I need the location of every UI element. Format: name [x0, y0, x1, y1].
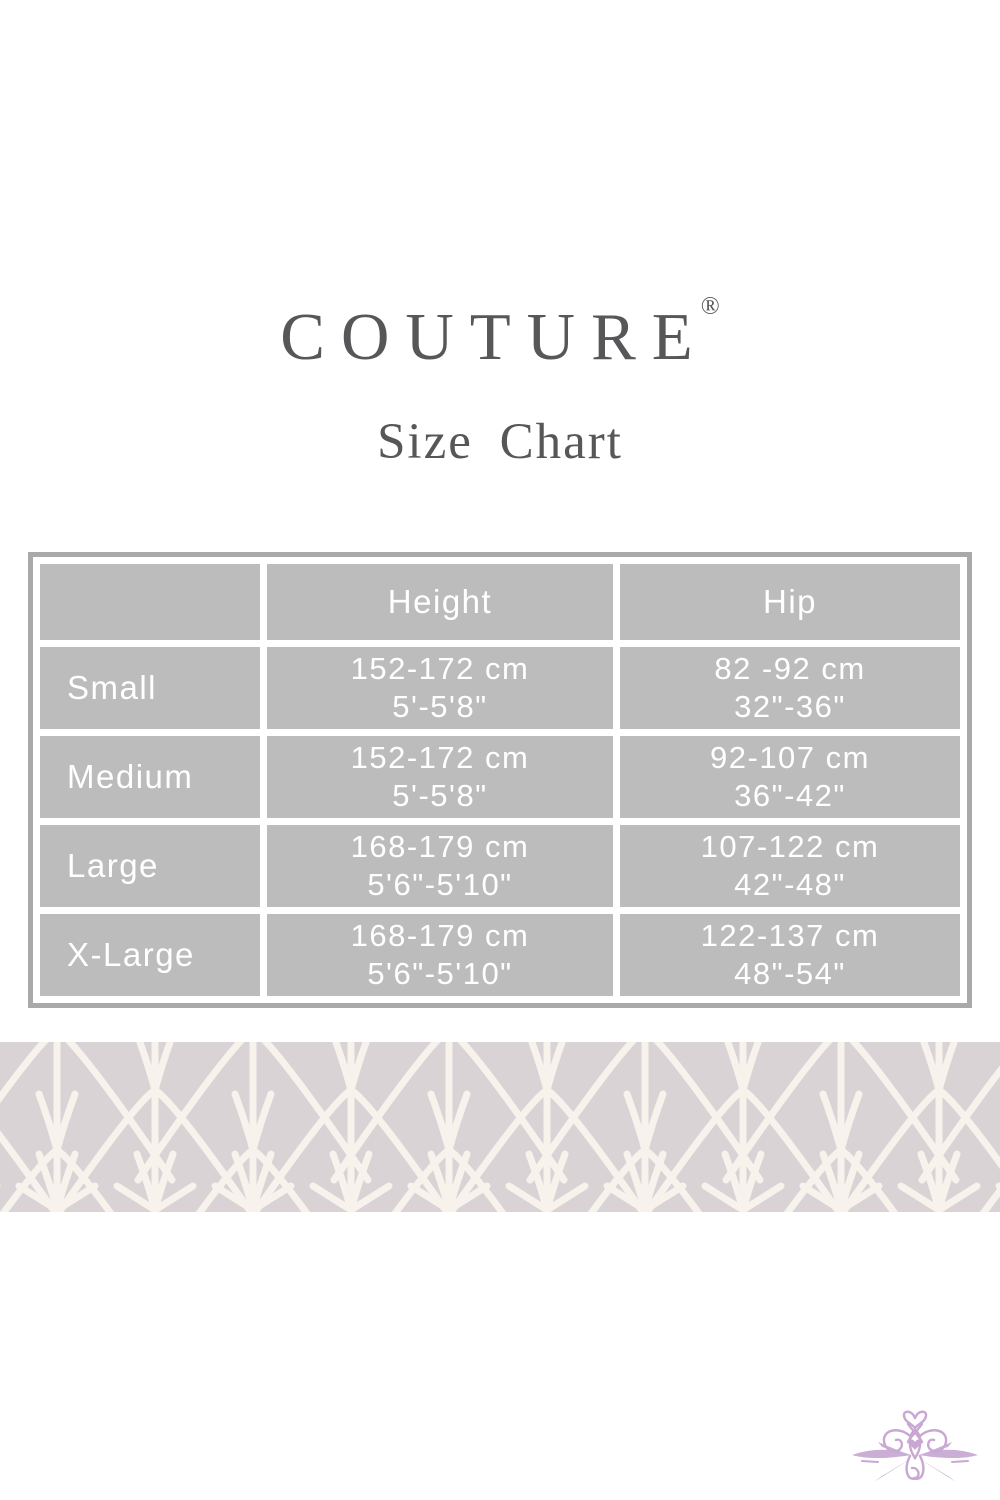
hip-in-xlarge: 48"-54" — [734, 956, 846, 991]
height-ft-small: 5'-5'8" — [392, 689, 488, 724]
hip-cm-large: 107-122 cm — [700, 828, 880, 864]
hip-in-large: 42"-48" — [734, 867, 846, 902]
header-cell-height: Height — [267, 564, 613, 640]
hip-cm-xlarge: 122-137 cm — [700, 917, 880, 953]
height-cell-medium: 152-172 cm 5'-5'8" — [267, 736, 613, 818]
hip-cm-small: 82 -92 cm — [714, 650, 866, 686]
flourish-icon — [852, 1410, 978, 1482]
height-cell-xlarge: 168-179 cm 5'6"-5'10" — [267, 914, 613, 996]
size-chart-grid: Height Hip Small 152-172 cm 5'-5'8" 82 -… — [40, 564, 960, 996]
height-cell-large: 168-179 cm 5'6"-5'10" — [267, 825, 613, 907]
hip-cell-xlarge: 122-137 cm 48"-54" — [620, 914, 960, 996]
size-label-medium: Medium — [40, 736, 260, 818]
hip-cell-small: 82 -92 cm 32"-36" — [620, 647, 960, 729]
header-cell-hip: Hip — [620, 564, 960, 640]
art-deco-pattern-svg — [0, 1042, 1000, 1212]
height-cell-small: 152-172 cm 5'-5'8" — [267, 647, 613, 729]
brand-ornament — [848, 1398, 982, 1494]
size-label-xlarge: X-Large — [40, 914, 260, 996]
hip-in-medium: 36"-42" — [734, 778, 846, 813]
brand-name: COUTURE — [280, 300, 709, 374]
art-deco-pattern-band — [0, 1042, 1000, 1212]
registered-trademark-symbol: ® — [700, 293, 720, 320]
hip-in-small: 32"-36" — [734, 689, 846, 724]
height-cm-large: 168-179 cm — [350, 828, 530, 864]
height-ft-medium: 5'-5'8" — [392, 778, 488, 813]
brand-title: COUTURE® — [0, 293, 1000, 376]
size-label-large: Large — [40, 825, 260, 907]
height-ft-large: 5'6"-5'10" — [367, 867, 513, 902]
hip-cm-medium: 92-107 cm — [710, 739, 870, 775]
size-chart-table: Height Hip Small 152-172 cm 5'-5'8" 82 -… — [28, 552, 972, 1008]
height-cm-xlarge: 168-179 cm — [350, 917, 530, 953]
height-cm-medium: 152-172 cm — [350, 739, 530, 775]
height-ft-xlarge: 5'6"-5'10" — [367, 956, 513, 991]
size-label-small: Small — [40, 647, 260, 729]
height-cm-small: 152-172 cm — [350, 650, 530, 686]
hip-cell-large: 107-122 cm 42"-48" — [620, 825, 960, 907]
page-subtitle: Size Chart — [377, 414, 623, 470]
hip-cell-medium: 92-107 cm 36"-42" — [620, 736, 960, 818]
header-cell-size — [40, 564, 260, 640]
